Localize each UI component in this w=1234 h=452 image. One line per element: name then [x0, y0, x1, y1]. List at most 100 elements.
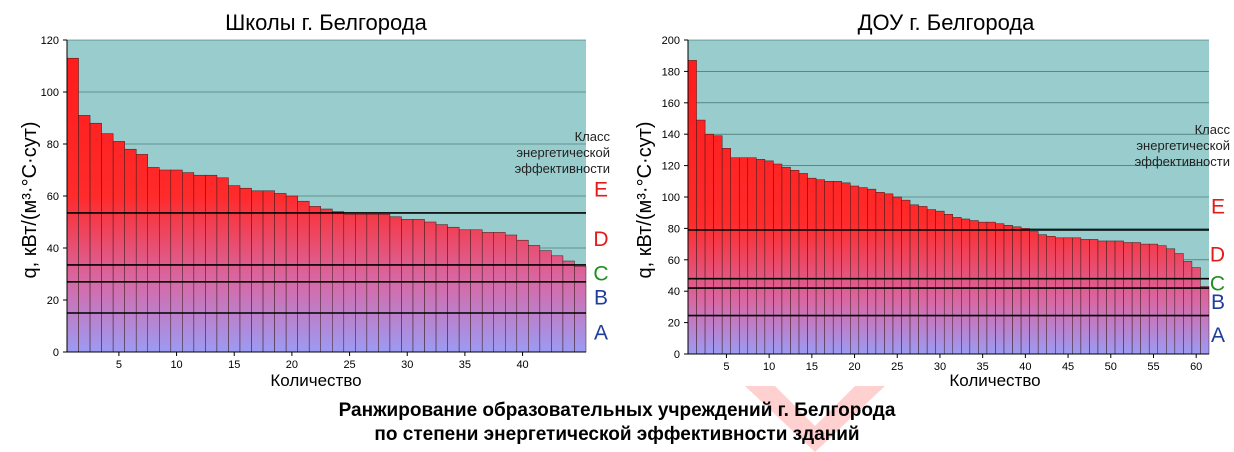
bar-schools-27 [366, 213, 379, 353]
x-tick-label: 60 [1190, 361, 1202, 373]
x-tick-label: 15 [228, 359, 240, 371]
bar-preschools-30 [935, 210, 945, 355]
y-tick-label: 20 [668, 318, 680, 330]
bar-preschools-44 [1055, 237, 1065, 355]
bar-preschools-9 [756, 159, 766, 355]
x-tick-label: 30 [934, 361, 946, 373]
y-tick-label: 60 [668, 255, 680, 267]
bar-preschools-6 [730, 157, 740, 355]
y-axis-label: q, кВт/(м³·°С·сут) [19, 121, 41, 278]
y-tick-label: 80 [47, 139, 59, 151]
bar-preschools-45 [1063, 237, 1073, 355]
class-note-line: эффективности [515, 161, 610, 176]
bar-preschools-22 [867, 188, 877, 355]
y-tick-label: 200 [662, 35, 680, 47]
bar-schools-43 [551, 255, 564, 353]
bar-schools-21 [297, 200, 310, 353]
x-tick-label: 45 [1062, 361, 1074, 373]
y-tick-label: 20 [47, 295, 59, 307]
bar-preschools-7 [738, 157, 749, 355]
bar-schools-42 [539, 250, 552, 353]
x-axis-label: Количество [270, 371, 361, 390]
bar-preschools-41 [1029, 231, 1039, 355]
bar-schools-20 [285, 195, 298, 353]
bar-schools-38 [493, 232, 506, 353]
bar-preschools-28 [918, 206, 928, 355]
y-tick-label: 100 [662, 192, 680, 204]
x-tick-label: 20 [848, 361, 860, 373]
y-tick-label: 80 [668, 223, 680, 235]
bar-preschools-38 [1003, 225, 1013, 355]
bar-schools-31 [412, 219, 425, 353]
bar-preschools-19 [841, 182, 851, 355]
x-tick-label: 15 [806, 361, 818, 373]
class-label-C: C [1210, 272, 1225, 295]
bar-preschools-1 [687, 60, 697, 355]
bar-schools-11 [182, 172, 195, 353]
bar-schools-39 [505, 234, 518, 353]
bar-preschools-11 [773, 163, 783, 355]
bar-preschools-46 [1072, 237, 1082, 355]
chart-title: ДОУ г. Белгорода [858, 10, 1036, 35]
bar-schools-3 [89, 122, 102, 353]
bar-preschools-53 [1131, 242, 1141, 355]
bar-preschools-4 [713, 135, 723, 355]
bar-schools-17 [251, 190, 264, 353]
y-tick-label: 120 [662, 161, 680, 173]
x-tick-label: 35 [459, 359, 471, 371]
bar-schools-13 [205, 174, 218, 353]
class-note-line: Класс [1195, 122, 1231, 137]
bar-schools-7 [135, 154, 148, 353]
y-tick-label: 160 [662, 98, 680, 110]
class-label-E: E [594, 179, 608, 202]
bar-preschools-49 [1097, 240, 1107, 355]
bar-schools-34 [447, 226, 460, 353]
bar-schools-32 [424, 221, 437, 353]
x-tick-label: 30 [401, 359, 413, 371]
bar-schools-12 [193, 174, 206, 353]
y-tick-label: 40 [668, 286, 680, 298]
class-note-line: энергетической [516, 145, 610, 160]
bar-schools-8 [147, 167, 160, 353]
bar-preschools-20 [850, 185, 860, 355]
bar-preschools-60 [1191, 267, 1201, 355]
bar-preschools-29 [926, 209, 936, 355]
bar-schools-22 [308, 206, 321, 353]
bar-schools-33 [435, 224, 448, 353]
bar-schools-26 [355, 213, 368, 353]
bar-schools-28 [378, 213, 391, 353]
bar-schools-35 [458, 229, 471, 353]
bar-preschools-18 [832, 181, 842, 355]
bar-preschools-14 [798, 173, 808, 355]
bar-preschools-40 [1020, 228, 1030, 355]
bar-preschools-55 [1148, 243, 1159, 355]
bar-preschools-58 [1174, 253, 1184, 355]
bar-schools-4 [101, 133, 114, 353]
bar-preschools-56 [1157, 245, 1167, 355]
bar-schools-19 [274, 193, 287, 353]
decorative-arrow-icon [745, 386, 885, 452]
bar-schools-10 [170, 169, 183, 353]
chart-title: Школы г. Белгорода [225, 10, 427, 35]
x-tick-label: 10 [170, 359, 182, 371]
class-note-line: эффективности [1135, 154, 1230, 169]
x-tick-label: 55 [1147, 361, 1159, 373]
y-tick-label: 0 [53, 347, 59, 359]
bar-preschools-47 [1080, 239, 1090, 355]
bar-preschools-21 [858, 187, 868, 355]
bar-schools-41 [528, 245, 541, 353]
bar-preschools-16 [815, 179, 825, 355]
y-tick-label: 100 [41, 87, 59, 99]
bar-schools-18 [262, 190, 275, 353]
bar-preschools-17 [824, 181, 834, 355]
x-tick-label: 20 [286, 359, 298, 371]
class-label-B: B [1211, 291, 1225, 314]
y-axis-label: q, кВт/(м³·°С·сут) [634, 121, 656, 278]
class-label-A: A [594, 322, 608, 345]
class-label-D: D [1210, 243, 1225, 266]
class-label-C: C [593, 262, 608, 285]
x-tick-label: 25 [343, 359, 355, 371]
bar-preschools-3 [704, 133, 714, 355]
